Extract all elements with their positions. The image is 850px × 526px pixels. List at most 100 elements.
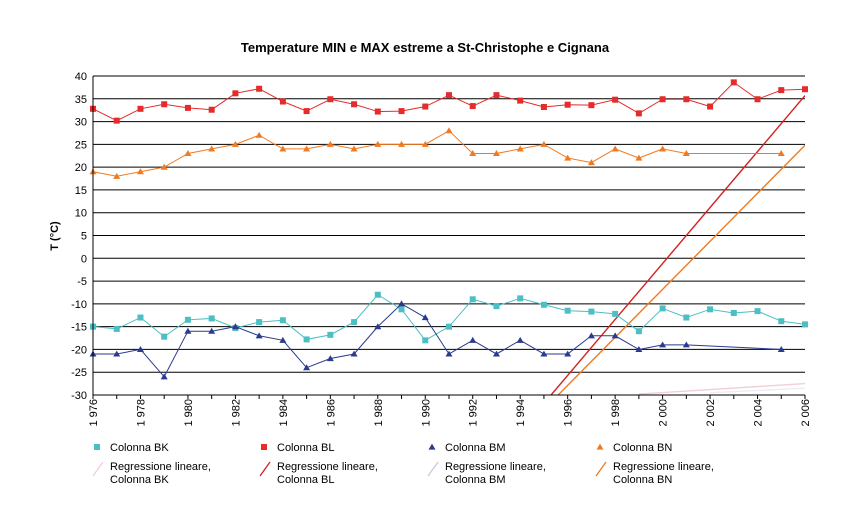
data-point-2-2001	[682, 341, 690, 348]
data-point-3-2000	[659, 145, 667, 152]
y-tick-label--10: -10	[71, 299, 87, 311]
data-point-2-1993	[492, 350, 500, 357]
axes	[92, 76, 806, 399]
data-point-0-2006	[802, 321, 808, 328]
data-point-2-1997	[587, 332, 595, 339]
data-point-2-1985	[303, 364, 311, 371]
data-point-1-1984	[279, 98, 286, 105]
data-point-2-2000	[659, 341, 667, 348]
data-point-1-1983	[256, 85, 263, 92]
data-point-2-1989	[398, 300, 406, 307]
x-tick-label-2002: 2 002	[705, 399, 717, 427]
data-point-2-1998	[611, 332, 619, 339]
legend-item-2: Colonna BM	[428, 442, 506, 454]
series-colonna-bk	[90, 291, 808, 344]
data-point-1-2002	[707, 103, 714, 110]
data-point-2-1991	[445, 350, 453, 357]
y-tick-label-5: 5	[81, 231, 87, 243]
data-point-3-1985	[303, 145, 311, 152]
y-tick-labels: -30 -25 -20 -15 -10 -5 0 5 10 15 20 25 30 35 40	[71, 71, 87, 402]
data-point-2-1996	[564, 350, 572, 357]
gridlines	[93, 75, 805, 396]
data-point-3-1998	[611, 145, 619, 152]
data-point-0-2005	[778, 318, 785, 325]
data-point-0-2001	[683, 314, 690, 321]
legend-item-7: Regressione lineare, Colonna BN	[595, 461, 714, 486]
legend-label-5: Regressione lineare, Colonna BL	[277, 461, 378, 486]
x-tick-label-2000: 2 000	[658, 399, 670, 427]
data-point-0-1985	[303, 336, 310, 343]
legend-item-3: Colonna BN	[596, 442, 672, 454]
data-point-3-1982	[231, 140, 239, 147]
data-point-0-1977	[113, 325, 120, 332]
data-point-0-1987	[351, 319, 358, 326]
x-tick-label-1976: 1 976	[88, 399, 100, 427]
data-point-1-1994	[517, 97, 524, 104]
data-point-0-1992	[469, 296, 476, 303]
data-point-3-1986	[326, 140, 334, 147]
data-point-0-1989	[398, 306, 405, 313]
legend-label-4: Regressione lineare, Colonna BK	[110, 461, 211, 486]
x-tick-label-1986: 1 986	[325, 399, 337, 427]
x-tick-label-2004: 2 004	[753, 399, 765, 427]
data-point-0-1994	[517, 295, 524, 302]
data-point-3-1979	[160, 163, 168, 170]
data-point-3-1990	[421, 140, 429, 147]
y-tick-label-20: 20	[75, 162, 87, 174]
data-point-0-1981	[208, 315, 215, 322]
trendlines	[550, 95, 805, 395]
legend-marker-2	[428, 443, 436, 450]
data-point-1-1977	[113, 117, 120, 124]
data-point-1-1998	[612, 96, 619, 103]
data-point-1-1985	[303, 108, 310, 115]
series-line-1	[92, 81, 806, 122]
data-point-2-1980	[184, 327, 192, 334]
data-point-0-2002	[707, 306, 714, 313]
data-point-0-1986	[327, 331, 334, 338]
data-point-0-1979	[161, 333, 168, 340]
data-point-2-1979	[160, 373, 168, 380]
y-axis-label: T (°C)	[49, 221, 61, 251]
x-tick-labels: 1 976 1 978 1 980 1 982 1 984 1 986 1 988 1 990…	[88, 399, 812, 427]
y-tick-label--30: -30	[71, 390, 87, 402]
data-point-1-1995	[540, 103, 547, 110]
data-point-1-1978	[137, 105, 144, 112]
x-tick-label-1998: 1 998	[610, 399, 622, 427]
data-point-2-2005	[777, 346, 785, 352]
data-point-1-1990	[422, 103, 429, 110]
data-point-3-1978	[136, 168, 144, 175]
data-point-3-1984	[279, 145, 287, 152]
trendline-1	[550, 95, 805, 395]
data-point-3-2001	[682, 150, 690, 157]
series-colonna-bn	[89, 127, 785, 179]
data-point-1-2001	[683, 96, 690, 103]
data-point-1-2003	[730, 79, 737, 86]
y-tick-label-0: 0	[81, 253, 87, 265]
legend-marker-1	[261, 444, 267, 450]
legend-line-7	[595, 461, 607, 477]
data-point-3-1992	[469, 150, 477, 157]
data-point-0-1996	[564, 307, 571, 314]
data-point-2-1987	[350, 350, 358, 357]
data-point-1-1999	[635, 110, 642, 117]
legend-label-0: Colonna BK	[110, 442, 169, 454]
data-point-0-1978	[137, 314, 144, 321]
legend-label-1: Colonna BL	[277, 442, 335, 454]
legend-item-5: Regressione lineare, Colonna BL	[259, 461, 378, 486]
data-point-0-2003	[730, 309, 737, 316]
legend-line-5	[259, 461, 271, 477]
data-point-2-1978	[136, 346, 144, 352]
data-point-1-1981	[208, 106, 215, 113]
y-tick-label-15: 15	[75, 185, 87, 197]
data-point-3-1983	[255, 131, 263, 138]
x-tick-label-1990: 1 990	[420, 399, 432, 427]
y-tick-label--25: -25	[71, 367, 87, 379]
data-series	[89, 79, 808, 380]
legend-label-3: Colonna BN	[613, 442, 672, 454]
data-point-2-1986	[326, 355, 334, 362]
data-point-3-1987	[350, 145, 358, 152]
data-point-0-1988	[374, 291, 381, 298]
data-point-2-1977	[113, 350, 121, 357]
x-tick-label-1988: 1 988	[373, 399, 385, 427]
